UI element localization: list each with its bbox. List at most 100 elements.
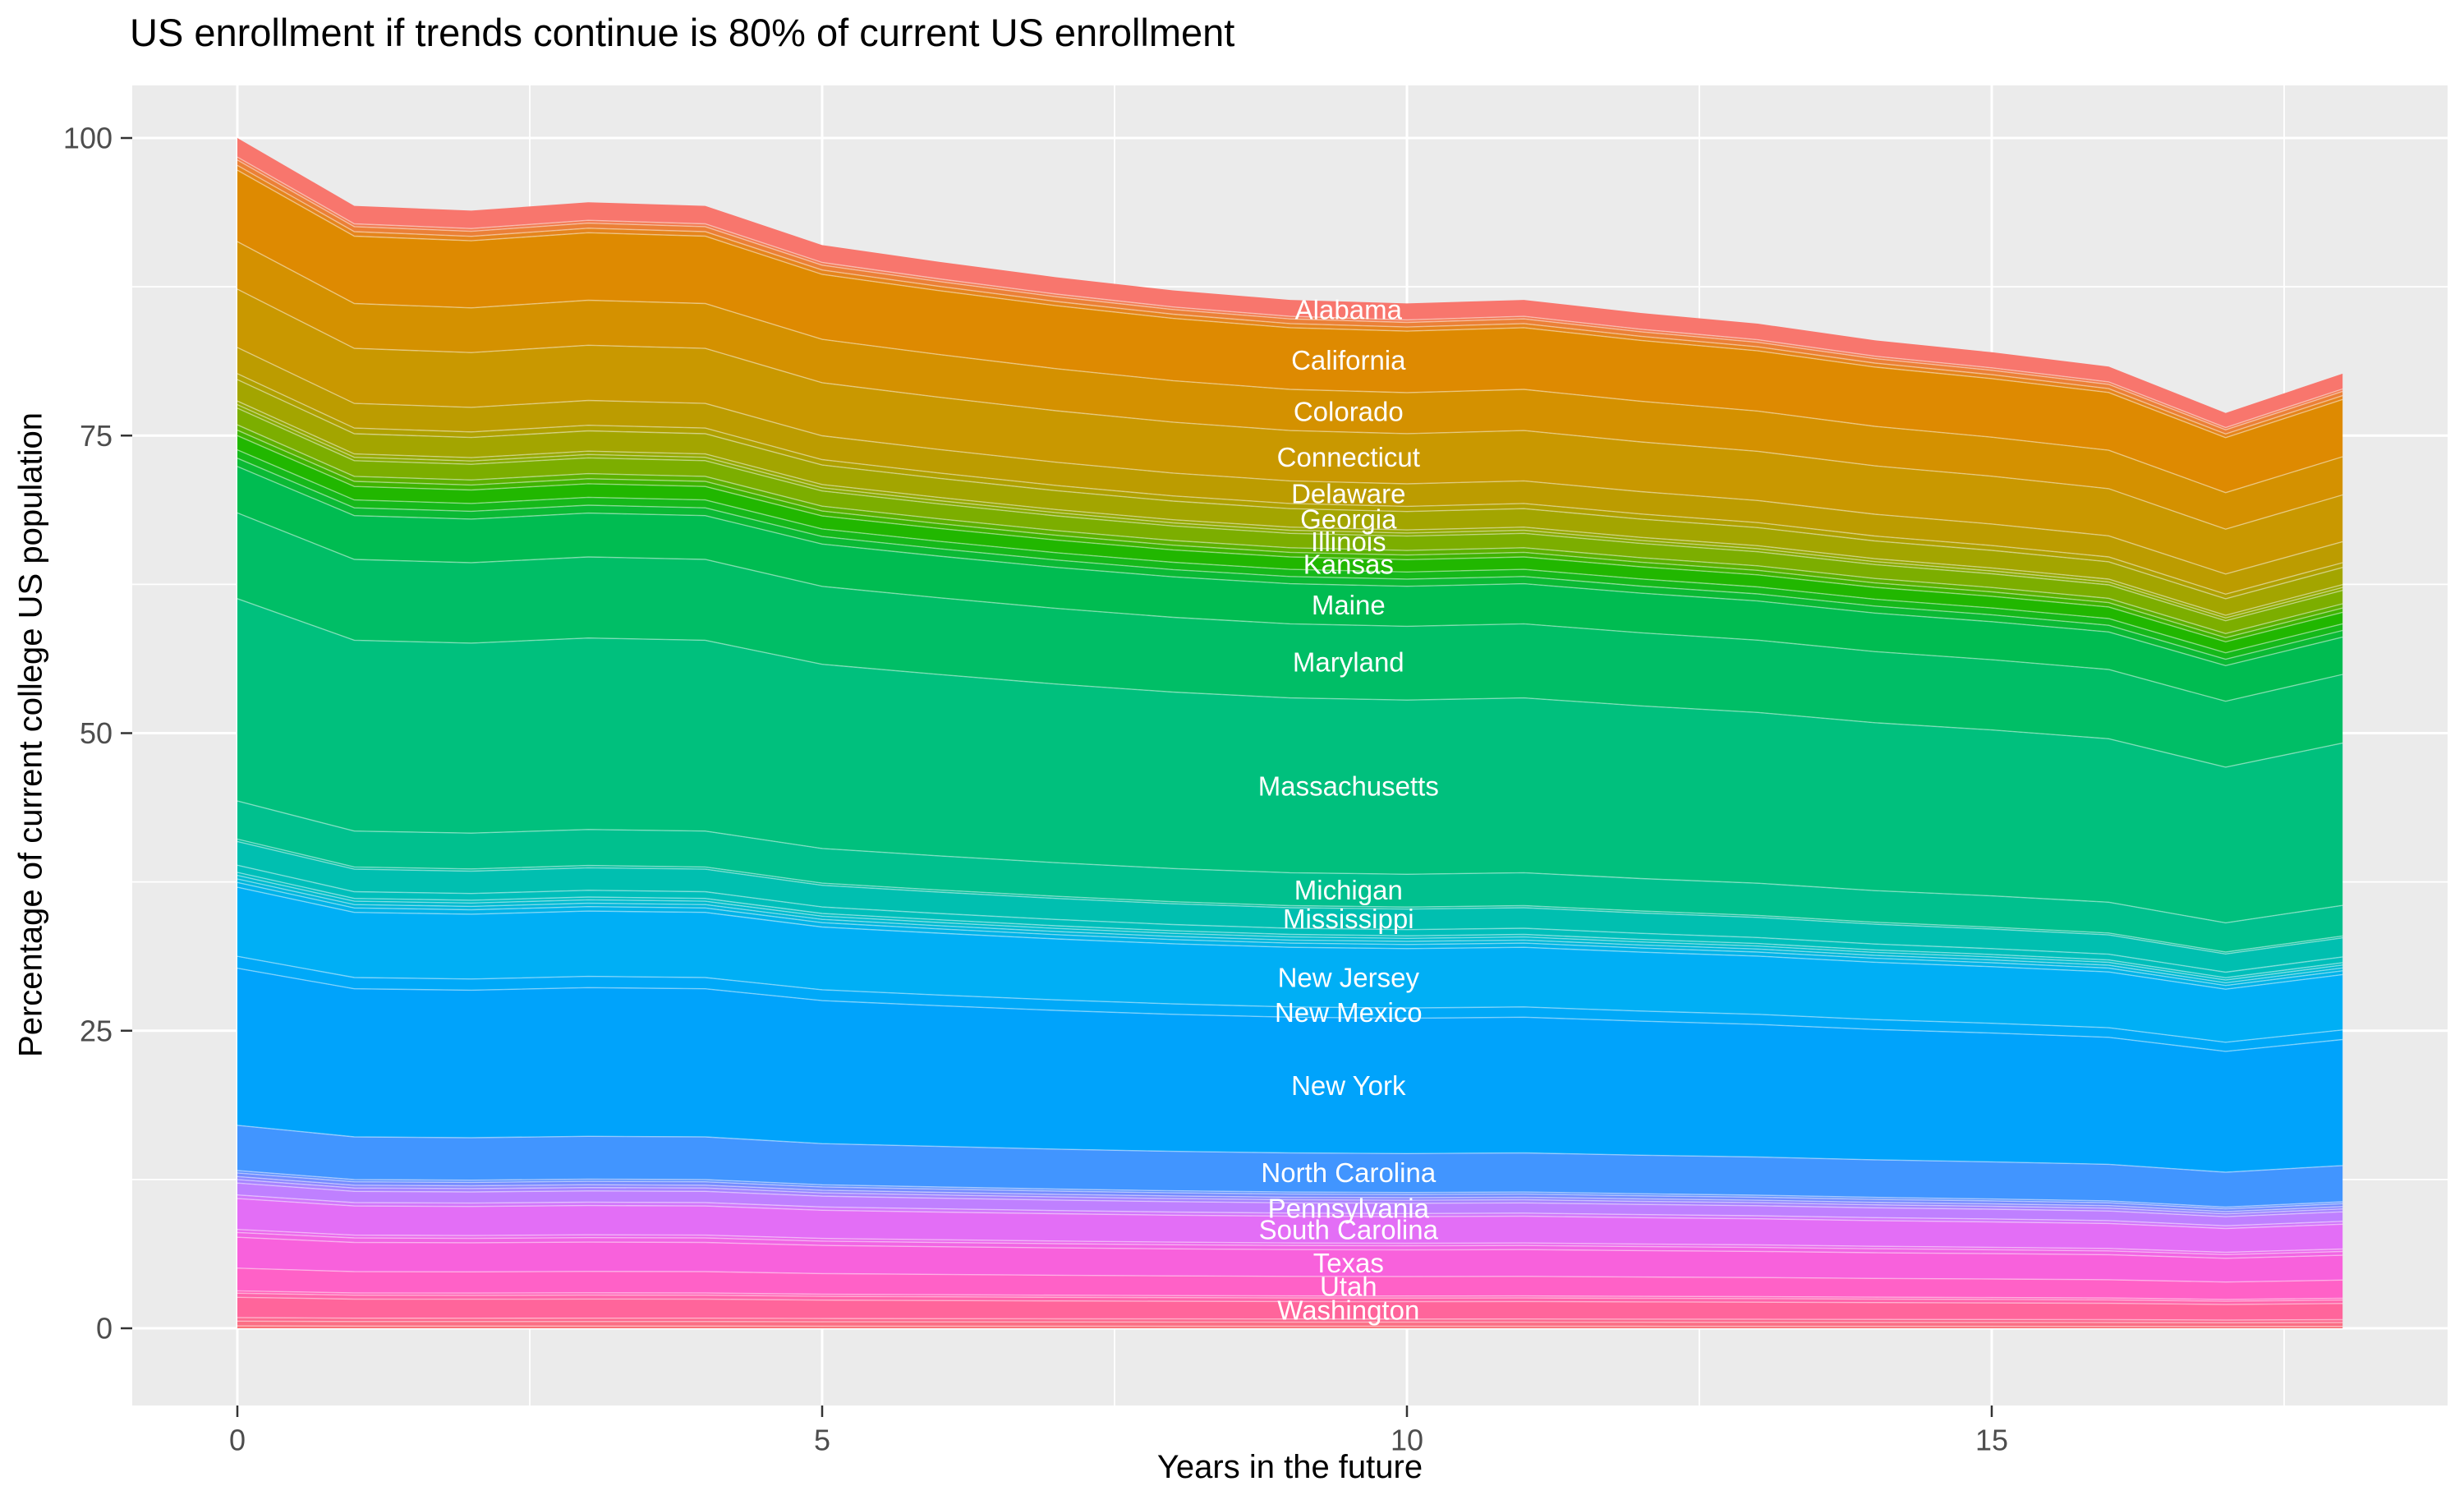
band-seam-georgia — [237, 379, 2343, 600]
band-seam-new-hampshire — [237, 881, 2343, 987]
band-seam-nevada — [237, 878, 2343, 984]
state-label-illinois: Illinois — [1311, 527, 1386, 557]
state-label-massachusetts: Massachusetts — [1258, 771, 1439, 802]
x-tick-label-10: 10 — [1391, 1424, 1423, 1457]
band-seam-kentucky — [237, 449, 2343, 654]
state-label-kansas: Kansas — [1303, 550, 1394, 580]
band-seam-oregon — [237, 1179, 2343, 1215]
y-tick-label-100: 100 — [63, 122, 113, 155]
x-tick-label-5: 5 — [814, 1424, 830, 1457]
y-tick-label-0: 0 — [96, 1312, 113, 1346]
state-label-new-york: New York — [1291, 1070, 1406, 1101]
band-seam-west-virginia — [237, 1317, 2343, 1321]
state-label-north-carolina: North Carolina — [1261, 1157, 1436, 1188]
band-seam-new-jersey — [237, 886, 2343, 990]
area-band-washington — [237, 1297, 2343, 1320]
band-seam-louisiana — [237, 458, 2343, 660]
area-band-north-carolina — [237, 1125, 2343, 1208]
state-label-maine: Maine — [1312, 590, 1386, 620]
band-seam-missouri — [237, 864, 2343, 973]
state-label-maryland: Maryland — [1293, 646, 1404, 677]
band-seam-colorado — [237, 241, 2343, 494]
area-band-wisconsin — [237, 1321, 2343, 1327]
y-tick-label-50: 50 — [80, 716, 113, 750]
band-seam-delaware — [237, 347, 2343, 575]
state-label-new-jersey: New Jersey — [1278, 963, 1420, 993]
state-label-washington: Washington — [1277, 1295, 1419, 1326]
band-seam-mississippi — [237, 840, 2343, 955]
band-seam-south-carolina — [237, 1198, 2343, 1230]
band-seam-tennessee — [237, 1231, 2343, 1256]
area-band-connecticut — [237, 289, 2343, 574]
state-label-utah: Utah — [1320, 1271, 1377, 1301]
band-seam-arkansas — [237, 164, 2343, 435]
band-seam-vermont — [237, 1290, 2343, 1300]
band-seam-iowa — [237, 430, 2343, 639]
area-band-wyoming — [237, 1326, 2343, 1328]
area-band-texas — [237, 1237, 2343, 1282]
area-band-colorado — [237, 242, 2343, 530]
band-seam-north-dakota — [237, 1170, 2343, 1208]
area-band-maine — [237, 466, 2343, 702]
state-label-michigan: Michigan — [1294, 875, 1403, 905]
band-seam-oklahoma — [237, 1175, 2343, 1212]
band-seam-california — [237, 169, 2343, 439]
area-band-new-jersey — [237, 887, 2343, 1042]
area-band-tennessee — [237, 1232, 2343, 1258]
state-label-pennsylvania: Pennsylvania — [1268, 1193, 1430, 1223]
band-seam-new-mexico — [237, 955, 2343, 1043]
band-seam-minnesota — [237, 838, 2343, 953]
state-label-south-carolina: South Carolina — [1259, 1215, 1439, 1245]
band-seam-new-york — [237, 968, 2343, 1052]
state-label-texas: Texas — [1313, 1248, 1384, 1278]
area-band-maryland — [237, 513, 2343, 767]
state-label-california: California — [1291, 345, 1406, 375]
area-band-utah — [237, 1267, 2343, 1300]
area-band-west-virginia — [237, 1318, 2343, 1323]
state-label-alabama: Alabama — [1295, 295, 1403, 325]
area-band-massachusetts — [237, 598, 2343, 923]
band-seam-massachusetts — [237, 598, 2343, 768]
band-seam-alaska — [237, 156, 2343, 429]
state-label-mississippi: Mississippi — [1283, 904, 1414, 934]
band-seam-north-carolina — [237, 1125, 2343, 1173]
area-band-virginia — [237, 1293, 2343, 1304]
band-seam-utah — [237, 1267, 2343, 1283]
state-label-connecticut: Connecticut — [1277, 442, 1420, 472]
y-tick-label-75: 75 — [80, 419, 113, 453]
x-tick-label-0: 0 — [229, 1424, 246, 1457]
area-band-pennsylvania — [237, 1183, 2343, 1226]
y-axis-title: Percentage of current college US populat… — [12, 412, 49, 1057]
band-seam-washington — [237, 1296, 2343, 1305]
state-label-delaware: Delaware — [1291, 478, 1405, 508]
band-seam-illinois — [237, 407, 2343, 622]
band-seam-florida — [237, 373, 2343, 596]
band-seam-arizona — [237, 159, 2343, 431]
band-seam-michigan — [237, 800, 2343, 924]
band-seam-south-dakota — [237, 1229, 2343, 1254]
area-band-california — [237, 170, 2343, 493]
band-seam-wisconsin — [237, 1320, 2343, 1324]
band-seam-virginia — [237, 1292, 2343, 1302]
band-seam-texas — [237, 1236, 2343, 1259]
band-seam-nebraska — [237, 875, 2343, 981]
band-seam-maine — [237, 466, 2343, 667]
band-seam-maryland — [237, 512, 2343, 702]
band-seam-idaho — [237, 403, 2343, 619]
band-seam-connecticut — [237, 288, 2343, 530]
chart-title: US enrollment if trends continue is 80% … — [130, 11, 1235, 54]
area-band-new-york — [237, 968, 2343, 1172]
band-seam-indiana — [237, 424, 2343, 635]
state-label-new-mexico: New Mexico — [1275, 997, 1423, 1028]
band-seam-rhode-island — [237, 1194, 2343, 1226]
band-seam-wyoming — [237, 1325, 2343, 1327]
area-band-michigan — [237, 801, 2343, 952]
state-label-colorado: Colorado — [1294, 396, 1404, 426]
band-seam-pennsylvania — [237, 1182, 2343, 1217]
area-band-south-carolina — [237, 1198, 2343, 1253]
y-tick-label-25: 25 — [80, 1014, 113, 1047]
state-label-georgia: Georgia — [1300, 504, 1397, 535]
band-seam-hawaii — [237, 400, 2343, 616]
